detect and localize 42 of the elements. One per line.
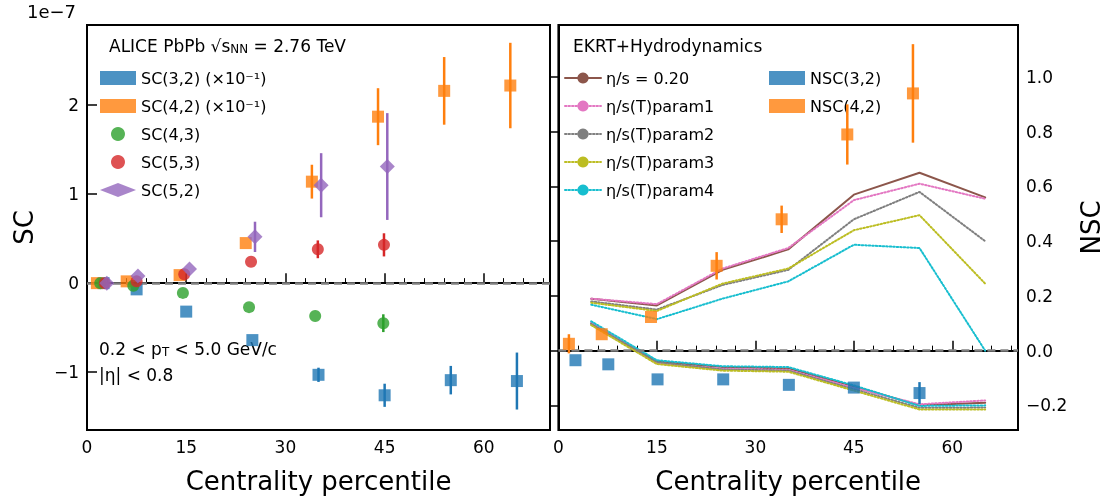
legend-label: η/s(T)param2 <box>606 124 715 144</box>
x-tick-label: 30 <box>274 436 297 457</box>
x-tick-label: 15 <box>175 436 198 457</box>
annotation: |η| < 0.8 <box>99 364 174 385</box>
legend-label: η/s(T)param1 <box>606 96 715 116</box>
x-tick-label: 45 <box>373 436 396 457</box>
x-tick-label: 45 <box>843 436 865 457</box>
legend-title: ALICE PbPb √sNN = 2.76 TeV <box>109 35 347 56</box>
y-tick-label: 0.0 <box>1026 340 1054 361</box>
y-tick-label: 0.8 <box>1026 121 1054 142</box>
legend-label: SC(5,3) <box>141 152 201 172</box>
x-tick-label: 30 <box>744 436 767 457</box>
legend-label: SC(3,2) (×10⁻¹) <box>141 68 267 88</box>
y-tick-label: 0.6 <box>1026 176 1054 197</box>
y-tick-label: 0 <box>68 273 79 294</box>
y-tick-label: −1 <box>53 362 79 383</box>
y-tick-label: 2 <box>68 95 79 116</box>
y-tick-label: 1 <box>68 184 79 205</box>
y-tick-label: 0.2 <box>1026 285 1054 306</box>
text: 1e−7 <box>27 0 77 22</box>
y-axis-title: SC <box>9 210 39 245</box>
y-tick-label: −0.2 <box>1026 395 1068 416</box>
y-axis-title: NSC <box>1076 200 1107 255</box>
legend-label: NSC(3,2) <box>810 68 882 88</box>
annotation: 0.2 < pT < 5.0 GeV/c <box>99 338 277 359</box>
legend-label: η/s = 0.20 <box>606 68 690 88</box>
legend-label: η/s(T)param4 <box>606 180 715 200</box>
legend-label: SC(5,2) <box>141 180 201 200</box>
x-axis-title: Centrality percentile <box>185 466 452 496</box>
x-tick-label: 60 <box>473 436 495 457</box>
x-tick-label: 15 <box>646 436 668 457</box>
legend-label: η/s(T)param3 <box>606 152 715 172</box>
legend-title: EKRT+Hydrodynamics <box>573 35 763 56</box>
x-tick-label: 0 <box>81 436 93 457</box>
legend-label: NSC(4,2) <box>810 96 882 116</box>
y-tick-label: 0.4 <box>1026 231 1054 252</box>
legend-label: SC(4,3) <box>141 124 201 144</box>
legend-label: SC(4,2) (×10⁻¹) <box>141 96 267 116</box>
x-tick-label: 0 <box>552 436 564 457</box>
y-tick-label: 1.0 <box>1026 66 1054 87</box>
x-tick-label: 60 <box>941 436 964 457</box>
x-axis-title: Centrality percentile <box>655 466 922 496</box>
